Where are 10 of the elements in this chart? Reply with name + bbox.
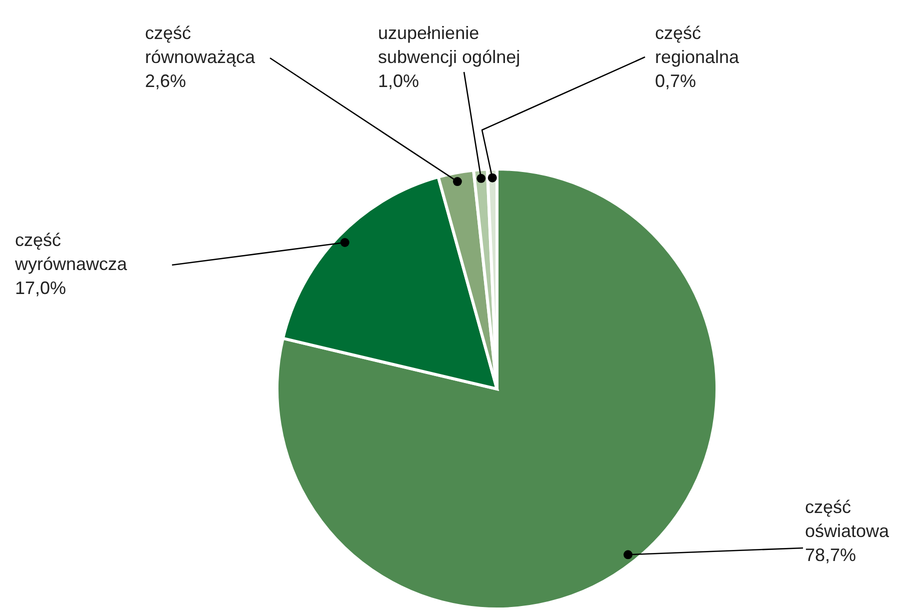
data-label: 17,0% <box>15 278 66 298</box>
data-label: 0,7% <box>655 71 696 91</box>
slice-label: część regionalna <box>655 23 740 67</box>
data-label: 1,0% <box>378 71 420 91</box>
slice-label: część równoważąca <box>145 23 256 67</box>
data-label: 2,6% <box>145 71 186 91</box>
slice-label: uzupełnienie subwencji ogólnej <box>378 23 520 67</box>
slice-label: część wyrównawcza <box>14 230 128 274</box>
data-label: 78,7% <box>805 545 856 565</box>
slice-label: część oświatowa <box>805 497 890 541</box>
